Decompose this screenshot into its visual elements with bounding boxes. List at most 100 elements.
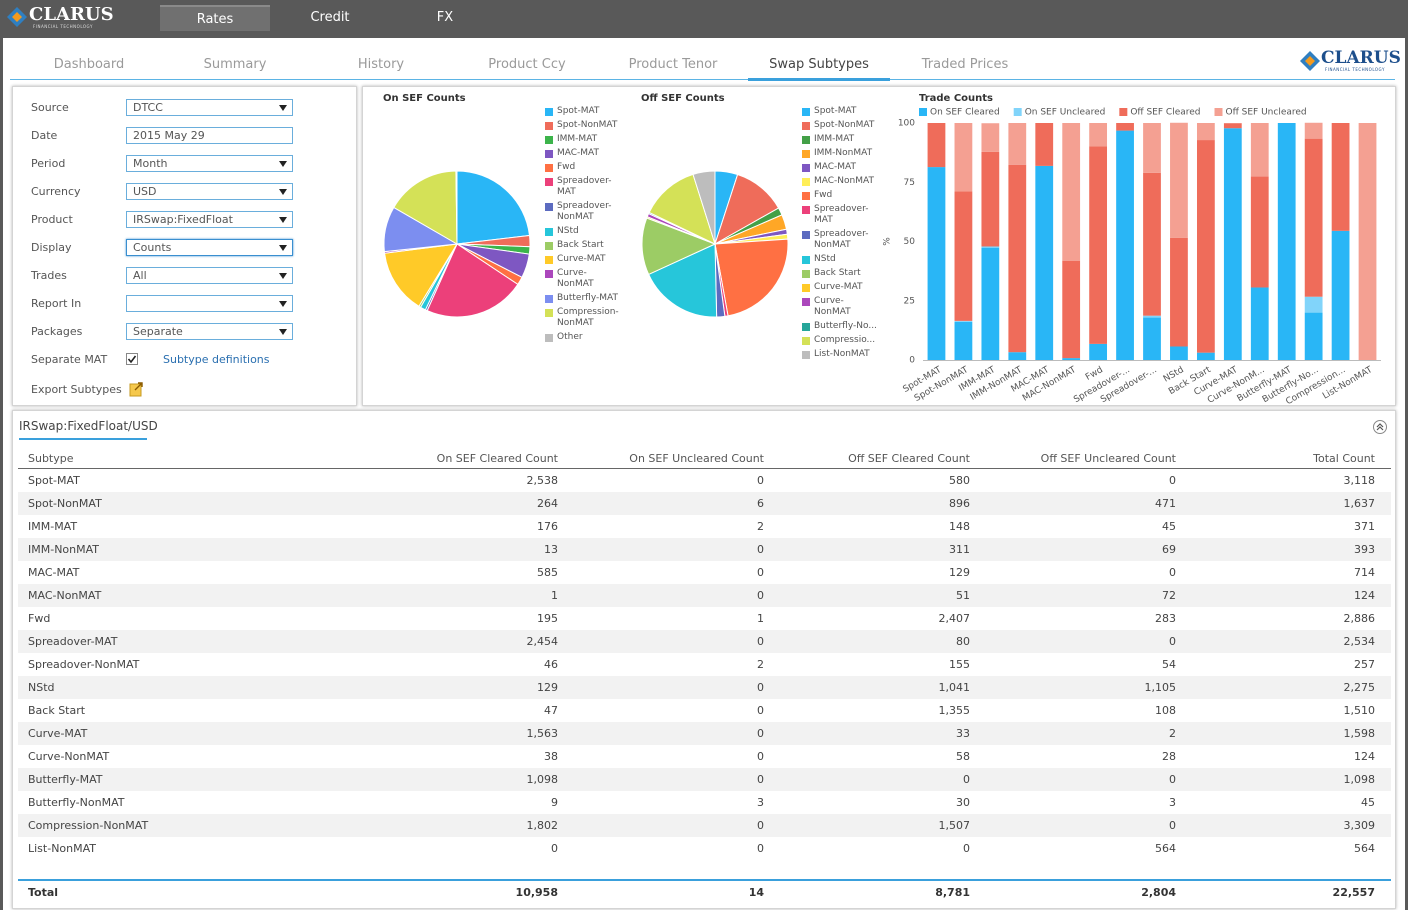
checkbox[interactable] [126, 353, 138, 365]
legend-swatch [545, 270, 553, 278]
table-body: Spot-MAT 2,538 0 580 0 3,118 Spot-NonMAT 264 6 89… [18, 469, 1391, 861]
pie-slice [641, 217, 717, 276]
nav-item[interactable]: Rates [160, 5, 270, 31]
legend-item: MAC-NonMAT [802, 176, 880, 187]
legend-item: Spreadover-NonMAT [545, 201, 623, 223]
dropdown[interactable]: Month [126, 155, 293, 172]
legend-item: Curve-NonMAT [802, 296, 880, 318]
table-cell: 0 [574, 722, 780, 745]
table-cell: 0 [574, 584, 780, 607]
legend-item: Compression-NonMAT [545, 307, 623, 329]
table-cell: Spot-NonMAT [18, 492, 368, 515]
table-cell: 257 [1354, 658, 1375, 671]
legend-item: MAC-MAT [802, 162, 880, 173]
collapse-button[interactable] [1372, 419, 1388, 435]
table-row: Spot-NonMAT 264 6 896 471 1,637 [18, 492, 1391, 515]
table-cell: 2 [757, 658, 764, 671]
bar-segment [1089, 123, 1108, 147]
table-cell: 1,510 [1343, 704, 1376, 717]
pie-slice [456, 170, 531, 245]
dropdown[interactable]: Counts [126, 239, 293, 256]
table-row: Butterfly-NonMAT 9 3 30 3 45 [18, 791, 1391, 814]
dropdown[interactable]: All [126, 267, 293, 284]
legend-swatch [545, 164, 553, 172]
tab[interactable]: Traded Prices [921, 57, 1009, 72]
legend-swatch [802, 351, 810, 359]
pie-slice [384, 243, 458, 307]
table-cell: 28 [1162, 750, 1176, 763]
legend-swatch [545, 203, 553, 211]
table-cell: 45 [1361, 796, 1375, 809]
field-label: Display [31, 241, 72, 254]
total-cell: 8,781 [935, 886, 970, 899]
table-cell: 3,309 [1192, 814, 1391, 837]
nav-item[interactable]: Credit [310, 10, 350, 25]
logo-diamond-inner [12, 12, 22, 22]
dropdown[interactable]: IRSwap:FixedFloat [126, 211, 293, 228]
table-cell: 283 [1155, 612, 1176, 625]
tab[interactable]: Product Tenor [628, 57, 718, 72]
table-cell: 2,886 [1343, 612, 1376, 625]
form-panel: Source DTCC Date 2015 May 29 Period Month C… [12, 86, 357, 406]
table-cell: 0 [757, 842, 764, 855]
bar-segment [954, 321, 973, 360]
export-icon[interactable] [128, 381, 144, 397]
table-wrap: Subtype On SEF Cleared Count On SEF Unclea… [18, 448, 1391, 860]
legend-label: List-NonMAT [814, 349, 870, 359]
legend-swatch [802, 323, 810, 331]
table-cell: 0 [574, 676, 780, 699]
tab[interactable]: Dashboard [53, 57, 125, 72]
link[interactable]: Subtype definitions [163, 353, 270, 366]
legend-label: MAC-NonMAT [814, 176, 874, 186]
legend-label: Curve-MAT [557, 254, 606, 264]
table-cell: 714 [1354, 566, 1375, 579]
table-row: Back Start 47 0 1,355 108 1,510 [18, 699, 1391, 722]
table-cell: 393 [1192, 538, 1391, 561]
legend-label: Compressio... [814, 335, 876, 345]
legend-item: Curve-NonMAT [545, 268, 623, 290]
tab[interactable]: History [357, 57, 405, 72]
nav-item[interactable]: FX [436, 10, 454, 25]
tab[interactable]: Product Ccy [488, 57, 566, 72]
table-cell: 1,041 [780, 676, 986, 699]
y-tick-label: 100 [898, 119, 915, 129]
table-row: Curve-NonMAT 38 0 58 28 124 [18, 745, 1391, 768]
table-cell: MAC-NonMAT [18, 584, 368, 607]
table-cell: 0 [986, 630, 1192, 653]
table-cell: 13 [368, 538, 574, 561]
legend-swatch [802, 298, 810, 306]
legend-label: Off SEF Uncleared [1226, 108, 1307, 118]
legend-label: On SEF Cleared [930, 108, 1000, 118]
table-cell: List-NonMAT [28, 842, 97, 855]
legend-label: Butterfly-MAT [557, 293, 618, 303]
dropdown[interactable]: DTCC [126, 99, 293, 116]
legend-label: Spreadover-MAT [557, 176, 612, 197]
table-row: IMM-NonMAT 13 0 311 69 393 [18, 538, 1391, 561]
legend-swatch [802, 136, 810, 144]
dropdown[interactable]: USD [126, 183, 293, 200]
bar-segment [1008, 352, 1027, 360]
table-cell: 580 [949, 474, 970, 487]
dropdown[interactable]: Separate [126, 323, 293, 340]
legend-item: Spot-MAT [545, 106, 623, 117]
tab[interactable]: Summary [203, 57, 267, 72]
dropdown[interactable] [126, 295, 293, 312]
legend-item: Spot-NonMAT [802, 120, 880, 131]
tab-rule [10, 79, 1395, 80]
date-input[interactable]: 2015 May 29 [126, 127, 293, 144]
field-label: Source [31, 101, 69, 114]
table-cell: 371 [1354, 520, 1375, 533]
table-cell: 1 [368, 584, 574, 607]
table-row: NStd 129 0 1,041 1,105 2,275 [18, 676, 1391, 699]
legend-swatch [802, 206, 810, 214]
field-label: Report In [31, 297, 82, 310]
tab[interactable]: Swap Subtypes [769, 57, 869, 72]
legend-swatch [1214, 108, 1223, 116]
y-tick-label: 50 [904, 237, 916, 247]
bar-segment [1250, 287, 1269, 360]
table-cell: NStd [18, 676, 368, 699]
field-label: Separate MAT [31, 353, 108, 366]
legend-label: Curve-NonMAT [814, 296, 851, 317]
table-cell: 2 [986, 722, 1192, 745]
legend-item: Fwd [545, 162, 623, 173]
